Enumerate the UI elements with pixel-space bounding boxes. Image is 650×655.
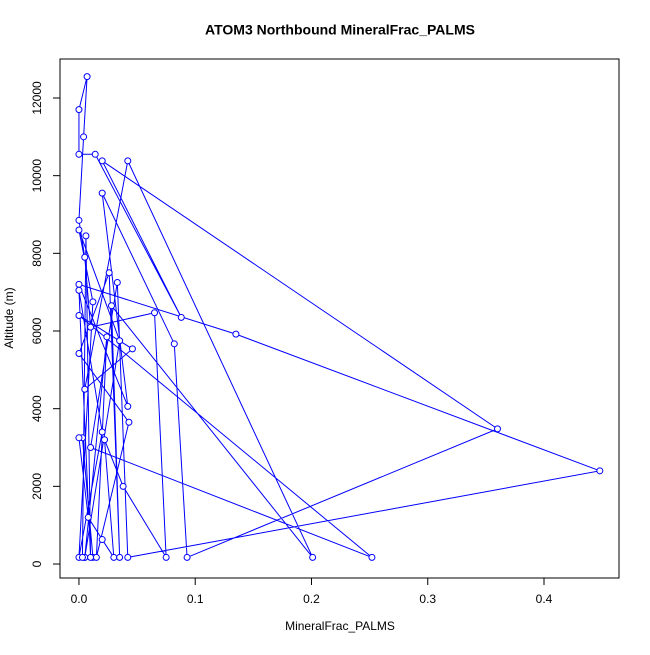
data-point: [75, 286, 83, 294]
data-point: [309, 553, 317, 561]
data-point: [105, 269, 113, 277]
data-point: [83, 73, 91, 81]
y-tick-label: 2000: [30, 473, 44, 500]
data-point: [81, 385, 89, 393]
data-point: [162, 553, 170, 561]
data-point: [75, 350, 83, 358]
x-tick-label: 0.1: [187, 592, 204, 606]
y-axis-label: Altitude (m): [2, 287, 16, 348]
data-point: [108, 302, 116, 310]
y-tick-label: 10000: [30, 159, 44, 193]
data-point: [113, 278, 121, 286]
data-point: [87, 444, 95, 452]
y-tick-label: 12000: [30, 81, 44, 115]
data-point: [75, 106, 83, 114]
chart-title: ATOM3 Northbound MineralFrac_PALMS: [205, 22, 475, 38]
data-point: [368, 553, 376, 561]
data-point: [82, 232, 90, 240]
x-tick-label: 0.2: [303, 592, 320, 606]
data-point: [91, 150, 99, 158]
data-point: [119, 482, 127, 490]
x-tick-label: 0.0: [71, 592, 88, 606]
data-point: [124, 553, 132, 561]
x-tick-label: 0.4: [536, 592, 553, 606]
data-point: [232, 330, 240, 338]
y-tick-label: 6000: [30, 317, 44, 344]
x-tick-label: 0.3: [419, 592, 436, 606]
data-point: [75, 311, 83, 319]
data-point: [80, 133, 88, 141]
data-point: [101, 436, 109, 444]
data-point: [87, 323, 95, 331]
data-point: [75, 280, 83, 288]
data-point: [89, 298, 97, 306]
data-point: [84, 513, 92, 521]
data-point: [87, 553, 95, 561]
data-point: [98, 428, 106, 436]
data-point: [151, 309, 159, 317]
data-point: [78, 553, 86, 561]
data-point: [75, 216, 83, 224]
data-point: [110, 553, 118, 561]
data-point: [103, 333, 111, 341]
data-point: [116, 337, 124, 345]
data-point: [98, 157, 106, 165]
data-point: [98, 189, 106, 197]
data-point: [75, 150, 83, 158]
data-point: [596, 467, 604, 475]
data-point: [494, 425, 502, 433]
data-point: [183, 553, 191, 561]
data-point: [124, 157, 132, 165]
data-point: [98, 536, 106, 544]
data-point: [92, 553, 100, 561]
y-tick-label: 0: [30, 560, 44, 567]
data-point: [177, 313, 185, 321]
data-point: [125, 418, 133, 426]
data-point: [128, 345, 136, 353]
y-tick-label: 8000: [30, 240, 44, 267]
data-point: [75, 226, 83, 234]
data-point: [81, 253, 89, 261]
y-tick-label: 4000: [30, 395, 44, 422]
x-axis-label: MineralFrac_PALMS: [285, 619, 395, 633]
data-point: [124, 402, 132, 410]
data-point: [170, 340, 178, 348]
data-point: [75, 434, 83, 442]
data-point: [116, 553, 124, 561]
